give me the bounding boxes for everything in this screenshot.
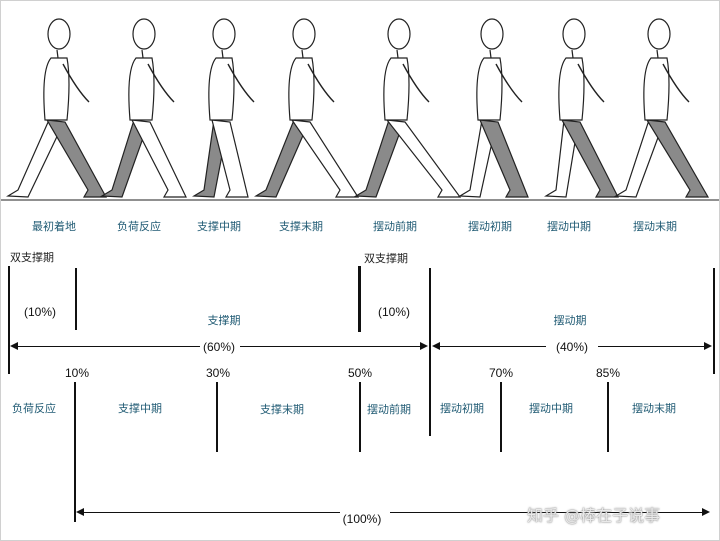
- full-cycle-percent: (100%): [342, 512, 382, 526]
- row2-divider-50pct: [359, 382, 361, 452]
- divider-start: [8, 266, 10, 374]
- double-support-label-1: 双支撑期: [10, 251, 54, 264]
- swing-percent: (40%): [555, 340, 589, 354]
- divider-60pct: [429, 268, 431, 436]
- phase-label-pre-swing: 摆动前期: [373, 220, 417, 233]
- phase-label-initial-swing: 摆动初期: [468, 220, 512, 233]
- mark-50pct: 50%: [347, 366, 373, 380]
- divider-end: [713, 268, 715, 374]
- stance-arrow-left: [10, 342, 18, 350]
- full-cycle-line-b: [390, 512, 702, 513]
- walking-figures: [0, 18, 720, 201]
- walking-figure: [353, 18, 462, 198]
- walking-figure: [457, 18, 529, 198]
- double-support-label-2: 双支撑期: [364, 252, 408, 265]
- row2-divider-30pct: [216, 382, 218, 452]
- divider-50pct: [358, 266, 361, 332]
- swing-arrow-right: [704, 342, 712, 350]
- mark-30pct: 30%: [205, 366, 231, 380]
- stance-span-line-b: [240, 346, 420, 347]
- walking-figure: [5, 18, 108, 198]
- walking-figure: [543, 18, 619, 198]
- row2-divider-70pct: [500, 382, 502, 452]
- walking-figure: [613, 18, 710, 198]
- phase-label-loading-response: 负荷反应: [117, 220, 161, 233]
- double-support-pct-2: (10%): [378, 305, 411, 319]
- swing-phase-label: 摆动期: [553, 314, 587, 327]
- full-cycle-line-a: [84, 512, 340, 513]
- row2-initial-swing: 摆动初期: [440, 402, 484, 415]
- mark-70pct: 70%: [488, 366, 514, 380]
- full-cycle-arrow-right: [702, 508, 710, 516]
- row2-terminal-swing: 摆动末期: [632, 402, 676, 415]
- phase-label-mid-stance: 支撑中期: [197, 220, 241, 233]
- divider-10pct: [75, 268, 77, 330]
- stance-percent: (60%): [202, 340, 236, 354]
- mark-85pct: 85%: [595, 366, 621, 380]
- stance-span-line-a: [18, 346, 200, 347]
- mark-10pct: 10%: [64, 366, 90, 380]
- walking-figure: [191, 18, 255, 198]
- row2-mid-stance: 支撑中期: [118, 402, 162, 415]
- row2-divider-85pct: [607, 382, 609, 452]
- stance-phase-label: 支撑期: [207, 314, 241, 327]
- row2-loading-response: 负荷反应: [12, 402, 56, 415]
- swing-arrow-left: [432, 342, 440, 350]
- phase-label-terminal-stance: 支撑末期: [279, 220, 323, 233]
- phase-label-mid-swing: 摆动中期: [547, 220, 591, 233]
- double-support-pct-1: (10%): [24, 305, 57, 319]
- full-cycle-arrow-left: [76, 508, 84, 516]
- walking-figure: [253, 18, 360, 198]
- row2-pre-swing: 摆动前期: [367, 403, 411, 416]
- phase-label-initial-contact: 最初着地: [32, 220, 76, 233]
- walking-figure: [99, 18, 187, 198]
- stance-arrow-right: [420, 342, 428, 350]
- phase-label-terminal-swing: 摆动末期: [633, 220, 677, 233]
- row2-divider-10pct: [74, 382, 76, 522]
- row2-mid-swing: 摆动中期: [529, 402, 573, 415]
- row2-terminal-stance: 支撑末期: [260, 403, 304, 416]
- swing-span-line-b: [598, 346, 704, 347]
- watermark: 知乎 @棒在子说事: [527, 506, 661, 525]
- swing-span-line-a: [440, 346, 546, 347]
